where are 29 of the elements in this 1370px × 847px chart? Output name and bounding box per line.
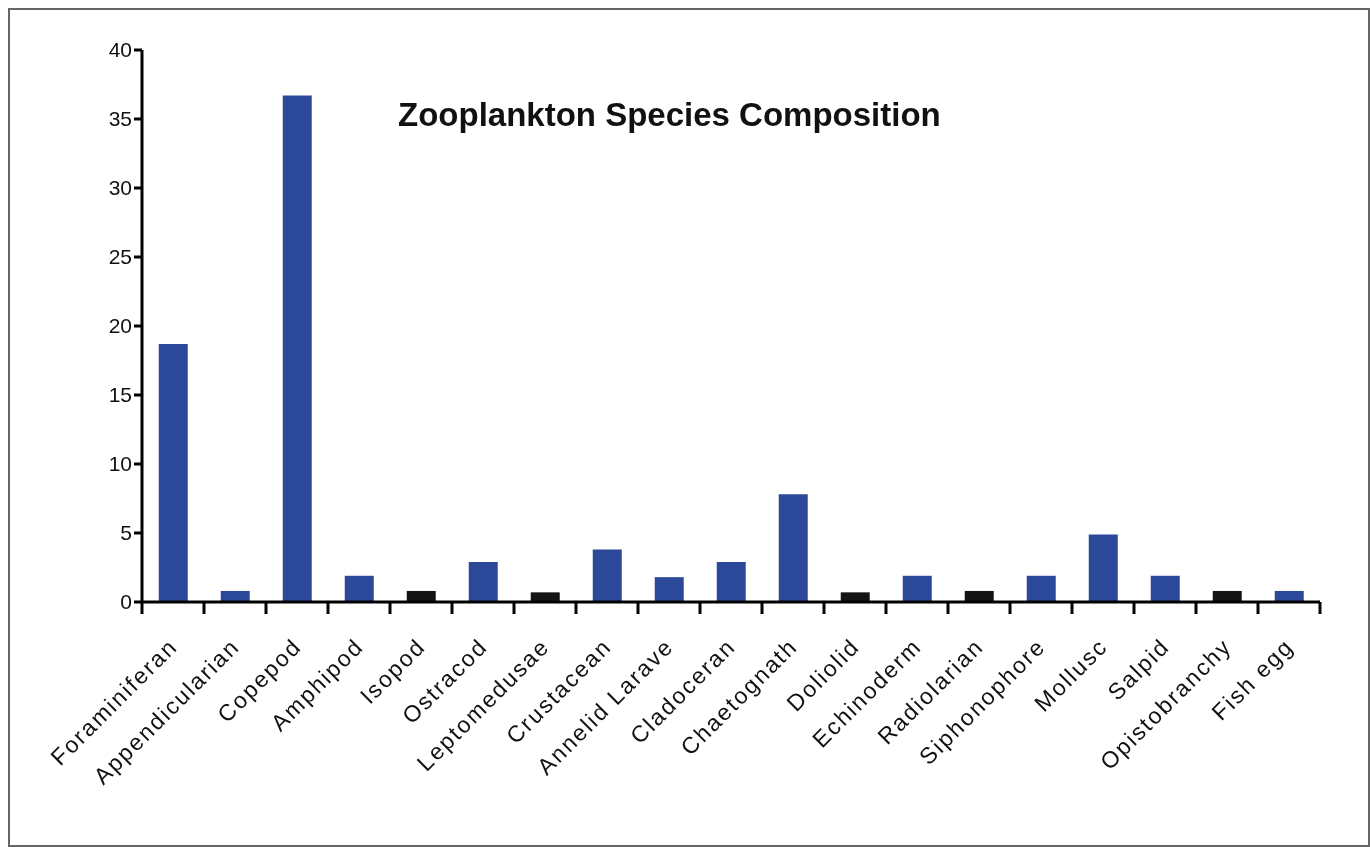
y-tick-label: 0 bbox=[120, 590, 132, 614]
y-tick-label: 20 bbox=[108, 314, 132, 338]
bar bbox=[716, 561, 746, 602]
y-tick-label: 40 bbox=[108, 38, 132, 62]
bar bbox=[530, 592, 560, 602]
bar bbox=[1212, 590, 1242, 602]
bar bbox=[1088, 534, 1118, 602]
bar bbox=[592, 549, 622, 602]
bar bbox=[1150, 575, 1180, 602]
y-tick-label: 5 bbox=[120, 521, 132, 545]
bar bbox=[1274, 590, 1304, 602]
bar bbox=[468, 561, 498, 602]
bar bbox=[1026, 575, 1056, 602]
bar bbox=[158, 343, 188, 602]
bar bbox=[654, 577, 684, 602]
y-tick-label: 35 bbox=[108, 107, 132, 131]
bar bbox=[902, 575, 932, 602]
y-tick-label: 30 bbox=[108, 176, 132, 200]
bar bbox=[220, 590, 250, 602]
y-tick-label: 10 bbox=[108, 452, 132, 476]
bar bbox=[406, 590, 436, 602]
text: Zooplankton Species Composition bbox=[398, 96, 941, 134]
bar bbox=[840, 592, 870, 602]
y-tick-label: 25 bbox=[108, 245, 132, 269]
y-tick-label: 15 bbox=[108, 383, 132, 407]
bar bbox=[344, 575, 374, 602]
bar bbox=[964, 590, 994, 602]
bar bbox=[282, 95, 312, 602]
bar bbox=[778, 494, 808, 602]
